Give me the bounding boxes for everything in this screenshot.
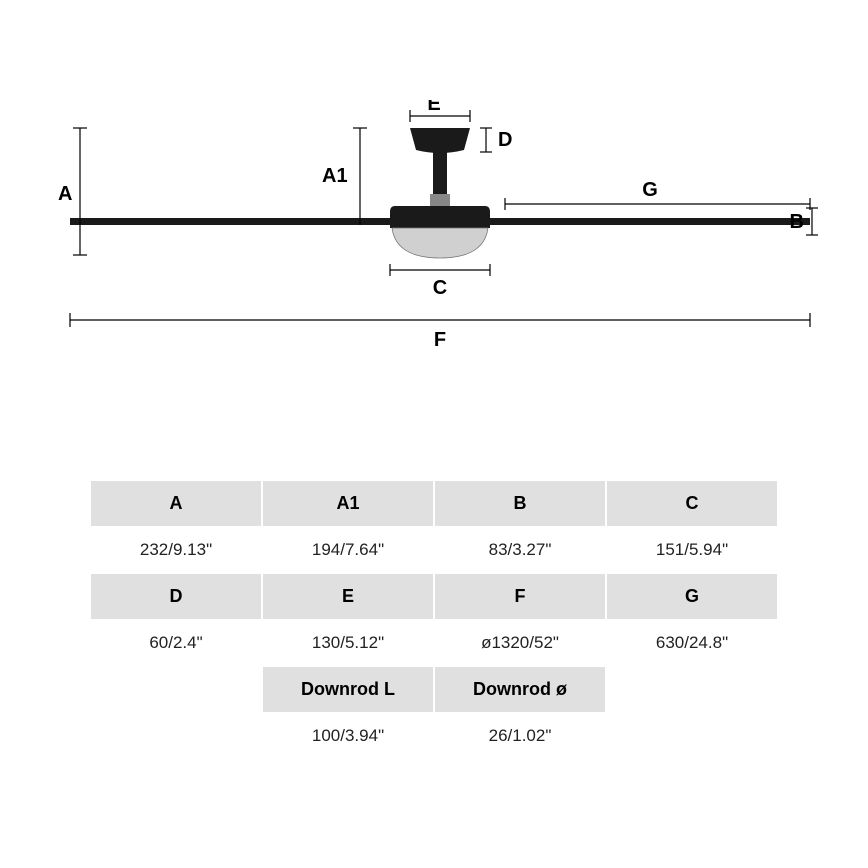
motor-top-shape [390, 206, 490, 228]
label-F: F [434, 329, 446, 351]
col-header-G: G [607, 574, 777, 619]
value-F: ø1320/52" [435, 621, 605, 665]
value-D: 60/2.4" [91, 621, 261, 665]
label-B: B [790, 211, 804, 233]
value-C: 151/5.94" [607, 528, 777, 572]
downrod-shape [433, 152, 447, 194]
col-header-D: D [91, 574, 261, 619]
dim-F: F [70, 313, 810, 351]
table-row: Downrod L Downrod ø [80, 666, 788, 713]
value-A1: 194/7.64" [263, 528, 433, 572]
col-header-C: C [607, 481, 777, 526]
label-E: E [427, 100, 440, 115]
table-row: D E F G [80, 573, 788, 620]
table-row: A A1 B C [80, 480, 788, 527]
table-row: 232/9.13" 194/7.64" 83/3.27" 151/5.94" [80, 527, 788, 573]
dim-E: E [410, 100, 470, 122]
col-header-F: F [435, 574, 605, 619]
dim-D: D [480, 128, 512, 152]
col-header-A1: A1 [263, 481, 433, 526]
col-header-downrod-dia: Downrod ø [435, 667, 605, 712]
col-header-B: B [435, 481, 605, 526]
value-G: 630/24.8" [607, 621, 777, 665]
value-E: 130/5.12" [263, 621, 433, 665]
connector-shape [430, 194, 450, 206]
dim-A1: A1 [322, 128, 367, 225]
col-header-E: E [263, 574, 433, 619]
canopy-shape [410, 128, 470, 153]
dim-A: A [58, 128, 87, 255]
dimensions-table: A A1 B C 232/9.13" 194/7.64" 83/3.27" 15… [80, 480, 788, 759]
dim-G: G [505, 179, 810, 210]
table-row: 60/2.4" 130/5.12" ø1320/52" 630/24.8" [80, 620, 788, 666]
label-A: A [58, 183, 72, 205]
label-D: D [498, 129, 512, 151]
dim-C: C [390, 264, 490, 299]
blade-left [70, 218, 390, 225]
label-A1: A1 [322, 165, 348, 187]
label-C: C [433, 277, 447, 299]
value-downrod-L: 100/3.94" [263, 714, 433, 758]
blade-right [490, 218, 810, 225]
fan-dimension-diagram: A A1 E D [50, 100, 818, 400]
table-row: 100/3.94" 26/1.02" [80, 713, 788, 759]
col-header-A: A [91, 481, 261, 526]
col-header-downrod-L: Downrod L [263, 667, 433, 712]
motor-bottom-shape [392, 228, 488, 258]
spec-sheet-container: A A1 E D [0, 0, 868, 868]
dim-B: B [790, 208, 818, 235]
value-A: 232/9.13" [91, 528, 261, 572]
value-downrod-dia: 26/1.02" [435, 714, 605, 758]
value-B: 83/3.27" [435, 528, 605, 572]
label-G: G [642, 179, 658, 201]
